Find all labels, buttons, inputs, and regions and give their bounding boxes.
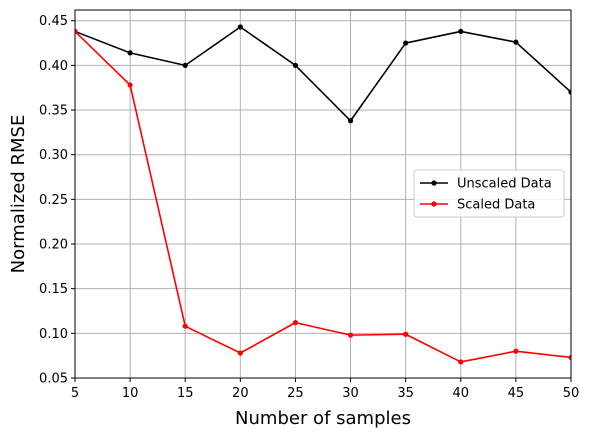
y-tick-label: 0.20 <box>39 238 68 253</box>
data-point-scaled-data <box>75 28 78 35</box>
data-point-unscaled-data <box>347 118 354 124</box>
x-tick-label: 50 <box>563 386 580 401</box>
y-tick-label: 0.25 <box>39 193 68 208</box>
x-tick-label: 45 <box>508 386 525 401</box>
data-point-unscaled-data <box>568 89 571 95</box>
y-tick-label: 0.40 <box>39 59 68 74</box>
data-point-scaled-data <box>568 354 571 361</box>
legend-label: Scaled Data <box>457 198 535 213</box>
y-tick-label: 0.30 <box>39 148 68 163</box>
data-point-scaled-data <box>182 323 188 329</box>
legend: Unscaled Data Scaled Data <box>413 169 565 218</box>
data-point-unscaled-data <box>403 40 409 46</box>
x-tick-label: 30 <box>342 386 359 401</box>
legend-swatch-marker <box>431 201 437 207</box>
data-point-scaled-data <box>458 359 464 365</box>
y-tick-label: 0.05 <box>39 372 68 387</box>
data-point-scaled-data <box>513 348 519 354</box>
x-tick-label: 20 <box>232 386 249 401</box>
series-lines <box>75 24 571 365</box>
series-scaled-data <box>75 28 571 365</box>
series-unscaled-data <box>75 24 571 124</box>
series-line-scaled-data <box>75 30 571 363</box>
y-tick-label: 0.15 <box>39 282 68 297</box>
legend-label: Unscaled Data <box>457 177 552 192</box>
y-tick-label: 0.45 <box>39 14 68 29</box>
data-point-unscaled-data <box>237 24 243 30</box>
data-point-unscaled-data <box>127 50 133 56</box>
data-point-scaled-data <box>347 332 354 338</box>
data-point-unscaled-data <box>513 39 519 45</box>
x-tick-label: 15 <box>177 386 194 401</box>
x-tick-label: 40 <box>453 386 470 401</box>
x-tick-label: 5 <box>71 386 79 401</box>
data-point-unscaled-data <box>458 28 464 35</box>
x-tick-label: 35 <box>397 386 414 401</box>
data-point-scaled-data <box>237 350 243 356</box>
series-line-unscaled-data <box>75 26 571 122</box>
x-tick-label: 10 <box>122 386 139 401</box>
data-point-scaled-data <box>292 320 299 326</box>
data-point-unscaled-data <box>182 62 188 68</box>
axis-ticks: 5 10 15 20 25 30 35 40 45 50 0.05 0.10 0.15 0.20 0.25 0… <box>39 14 579 401</box>
legend-box <box>413 169 565 218</box>
x-axis-title: Number of samples <box>235 408 411 429</box>
y-tick-label: 0.35 <box>39 104 68 119</box>
x-tick-label: 25 <box>287 386 304 401</box>
legend-item-scaled-data: Scaled Data <box>420 198 535 213</box>
data-point-scaled-data <box>403 331 409 337</box>
legend-item-unscaled-data: Unscaled Data <box>420 177 552 192</box>
data-point-unscaled-data <box>292 62 299 68</box>
y-tick-label: 0.10 <box>39 327 68 342</box>
plot-area-frame <box>74 9 572 379</box>
data-point-scaled-data <box>127 82 133 88</box>
legend-swatch-marker <box>431 180 437 186</box>
y-axis-title: Normalized RMSE <box>8 115 29 274</box>
